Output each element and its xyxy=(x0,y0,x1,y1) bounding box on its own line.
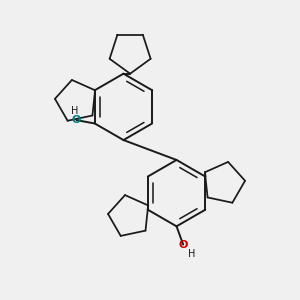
Text: O: O xyxy=(72,115,81,125)
Text: O: O xyxy=(178,240,188,250)
Text: H: H xyxy=(71,106,79,116)
Text: H: H xyxy=(188,248,195,259)
